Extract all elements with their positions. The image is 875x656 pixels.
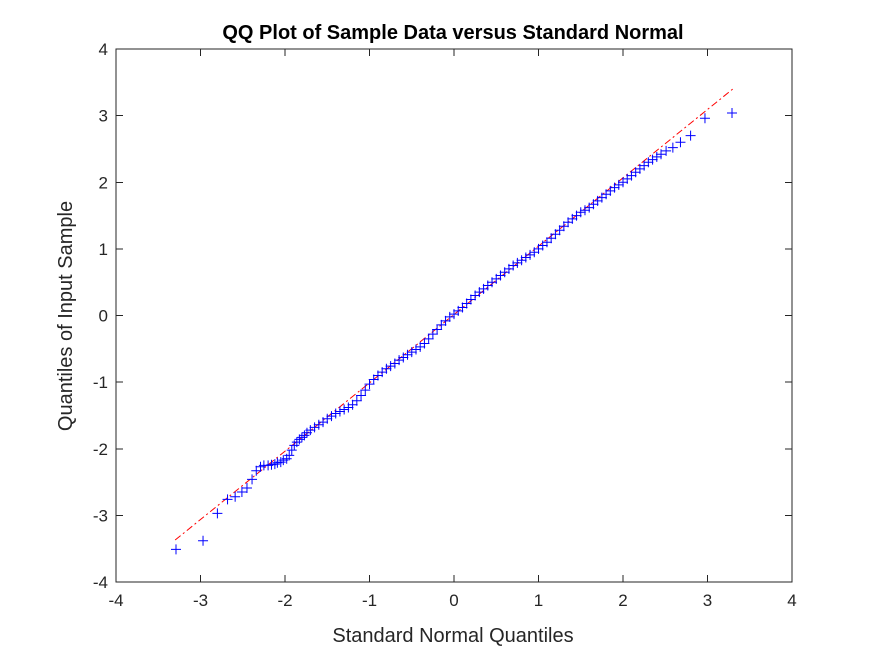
data-point bbox=[305, 425, 316, 436]
data-point bbox=[432, 324, 443, 335]
x-tick-label: 3 bbox=[703, 591, 712, 610]
chart-title: QQ Plot of Sample Data versus Standard N… bbox=[222, 22, 683, 44]
data-point bbox=[360, 385, 371, 396]
data-point bbox=[613, 179, 624, 190]
data-point bbox=[291, 437, 302, 448]
x-axis-ticks: -4 -3 -2 -1 0 1 2 3 4 bbox=[108, 49, 797, 610]
data-point bbox=[334, 406, 345, 417]
data-point bbox=[294, 434, 305, 445]
data-point bbox=[579, 205, 590, 216]
data-point bbox=[461, 298, 472, 309]
x-axis-label: Standard Normal Quantiles bbox=[332, 625, 573, 647]
data-point bbox=[609, 182, 620, 193]
data-point bbox=[647, 154, 658, 165]
data-point bbox=[699, 113, 710, 124]
data-point bbox=[247, 474, 258, 485]
data-point bbox=[347, 399, 358, 410]
data-point bbox=[364, 379, 375, 390]
x-tick-label: 1 bbox=[534, 591, 543, 610]
data-point bbox=[643, 157, 654, 168]
data-point bbox=[406, 347, 417, 358]
y-tick-label: 0 bbox=[99, 307, 108, 326]
y-tick-label: 4 bbox=[99, 40, 108, 59]
data-point bbox=[457, 302, 468, 313]
data-point bbox=[322, 413, 333, 424]
data-point bbox=[575, 207, 586, 218]
data-point bbox=[465, 294, 476, 305]
y-tick-label: -4 bbox=[93, 573, 108, 592]
data-point bbox=[516, 255, 527, 266]
data-point bbox=[269, 459, 280, 470]
data-point bbox=[241, 483, 252, 494]
y-tick-label: -2 bbox=[93, 440, 108, 459]
y-tick-label: -1 bbox=[93, 373, 108, 392]
data-point bbox=[299, 430, 310, 441]
data-point bbox=[275, 457, 286, 468]
x-tick-label: 0 bbox=[449, 591, 458, 610]
data-point bbox=[675, 137, 686, 148]
data-point bbox=[410, 344, 421, 355]
data-point bbox=[423, 333, 434, 344]
data-point bbox=[440, 315, 451, 326]
data-point bbox=[525, 249, 536, 260]
data-point bbox=[661, 145, 672, 156]
data-point bbox=[427, 329, 438, 340]
data-point bbox=[326, 411, 337, 422]
data-point bbox=[212, 508, 223, 519]
data-point bbox=[351, 395, 362, 406]
data-point bbox=[651, 151, 662, 162]
y-axis-label: Quantiles of Input Sample bbox=[55, 201, 77, 431]
data-point bbox=[541, 237, 552, 248]
sample-points bbox=[170, 107, 738, 555]
x-tick-label: -2 bbox=[277, 591, 292, 610]
data-point bbox=[339, 404, 350, 415]
data-point bbox=[368, 374, 379, 385]
data-point bbox=[558, 221, 569, 232]
y-tick-label: 1 bbox=[99, 240, 108, 259]
data-point bbox=[251, 465, 262, 476]
data-point bbox=[656, 149, 667, 160]
data-point bbox=[284, 450, 295, 461]
data-point bbox=[170, 544, 181, 555]
data-point bbox=[309, 422, 320, 433]
data-point bbox=[381, 363, 392, 374]
x-tick-label: 2 bbox=[618, 591, 627, 610]
data-point bbox=[198, 535, 209, 546]
x-tick-label: 4 bbox=[787, 591, 796, 610]
data-point bbox=[222, 494, 233, 505]
data-point bbox=[356, 390, 367, 401]
y-tick-label: 3 bbox=[99, 107, 108, 126]
y-tick-label: 2 bbox=[99, 173, 108, 192]
data-point bbox=[398, 352, 409, 363]
data-point bbox=[394, 355, 405, 366]
data-point bbox=[286, 445, 297, 456]
data-point bbox=[419, 338, 430, 349]
data-point bbox=[385, 361, 396, 372]
y-axis-ticks: -4 -3 -2 -1 0 1 2 3 4 bbox=[93, 40, 792, 592]
x-tick-label: -3 bbox=[193, 591, 208, 610]
x-tick-label: -4 bbox=[108, 591, 123, 610]
data-point bbox=[436, 319, 447, 330]
data-point bbox=[444, 311, 455, 322]
data-point bbox=[508, 260, 519, 271]
data-point bbox=[550, 229, 561, 240]
data-point bbox=[230, 491, 241, 502]
data-point bbox=[512, 257, 523, 268]
data-point bbox=[236, 487, 247, 498]
data-point bbox=[727, 107, 738, 118]
data-point bbox=[554, 225, 565, 236]
data-point bbox=[520, 252, 531, 263]
data-point bbox=[685, 130, 696, 141]
data-point bbox=[546, 233, 557, 244]
data-point bbox=[296, 432, 307, 443]
data-point bbox=[402, 349, 413, 360]
y-tick-label: -3 bbox=[93, 506, 108, 525]
x-tick-label: -1 bbox=[362, 591, 377, 610]
data-point bbox=[313, 419, 324, 430]
data-point bbox=[667, 142, 678, 153]
data-point bbox=[330, 408, 341, 419]
data-point bbox=[343, 402, 354, 413]
